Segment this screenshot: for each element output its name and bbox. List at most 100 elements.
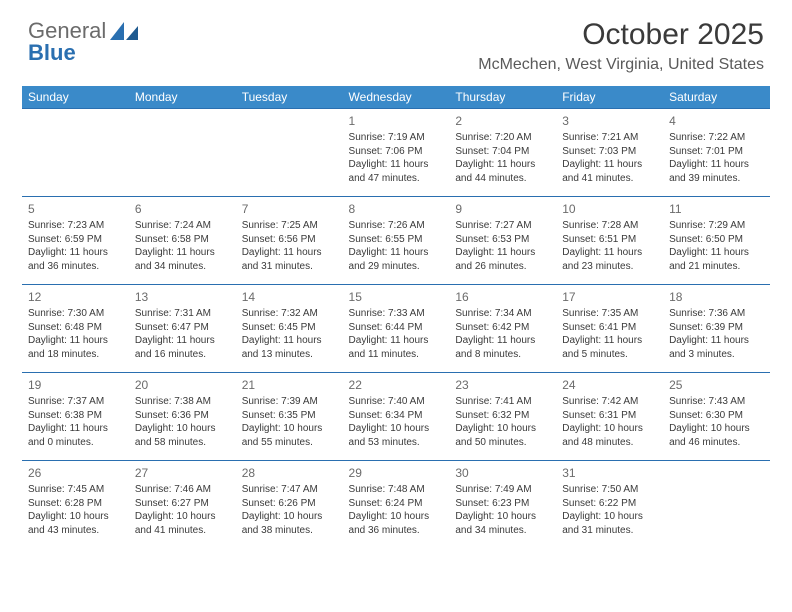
day-number: 22 <box>349 377 444 393</box>
sunset-text: Sunset: 6:34 PM <box>349 409 444 423</box>
calendar-cell: 16Sunrise: 7:34 AMSunset: 6:42 PMDayligh… <box>449 285 556 373</box>
sunset-text: Sunset: 6:55 PM <box>349 233 444 247</box>
day1-text: Daylight: 11 hours <box>349 246 444 260</box>
sunrise-text: Sunrise: 7:22 AM <box>669 131 764 145</box>
day1-text: Daylight: 11 hours <box>242 246 337 260</box>
calendar-cell: 11Sunrise: 7:29 AMSunset: 6:50 PMDayligh… <box>663 197 770 285</box>
day2-text: and 36 minutes. <box>28 260 123 274</box>
sunset-text: Sunset: 6:50 PM <box>669 233 764 247</box>
day1-text: Daylight: 11 hours <box>28 422 123 436</box>
day-header: Sunday <box>22 86 129 109</box>
calendar-cell: 2Sunrise: 7:20 AMSunset: 7:04 PMDaylight… <box>449 109 556 197</box>
calendar-cell <box>22 109 129 197</box>
calendar-cell <box>129 109 236 197</box>
sunset-text: Sunset: 6:45 PM <box>242 321 337 335</box>
day1-text: Daylight: 10 hours <box>242 510 337 524</box>
brand-word2: Blue <box>28 40 76 66</box>
day-number: 12 <box>28 289 123 305</box>
sunrise-text: Sunrise: 7:33 AM <box>349 307 444 321</box>
calendar-cell: 23Sunrise: 7:41 AMSunset: 6:32 PMDayligh… <box>449 373 556 461</box>
day1-text: Daylight: 11 hours <box>455 158 550 172</box>
day1-text: Daylight: 10 hours <box>455 422 550 436</box>
calendar-cell: 5Sunrise: 7:23 AMSunset: 6:59 PMDaylight… <box>22 197 129 285</box>
day-number: 2 <box>455 113 550 129</box>
sunset-text: Sunset: 6:36 PM <box>135 409 230 423</box>
day2-text: and 11 minutes. <box>349 348 444 362</box>
day-number: 5 <box>28 201 123 217</box>
day-number: 31 <box>562 465 657 481</box>
day2-text: and 46 minutes. <box>669 436 764 450</box>
day2-text: and 21 minutes. <box>669 260 764 274</box>
day1-text: Daylight: 10 hours <box>562 422 657 436</box>
calendar-cell: 21Sunrise: 7:39 AMSunset: 6:35 PMDayligh… <box>236 373 343 461</box>
day2-text: and 53 minutes. <box>349 436 444 450</box>
calendar-cell: 8Sunrise: 7:26 AMSunset: 6:55 PMDaylight… <box>343 197 450 285</box>
sunset-text: Sunset: 6:47 PM <box>135 321 230 335</box>
calendar-cell: 3Sunrise: 7:21 AMSunset: 7:03 PMDaylight… <box>556 109 663 197</box>
sunset-text: Sunset: 6:48 PM <box>28 321 123 335</box>
day-header: Wednesday <box>343 86 450 109</box>
day1-text: Daylight: 11 hours <box>28 334 123 348</box>
day-number: 4 <box>669 113 764 129</box>
day1-text: Daylight: 10 hours <box>349 510 444 524</box>
sunrise-text: Sunrise: 7:43 AM <box>669 395 764 409</box>
day2-text: and 41 minutes. <box>562 172 657 186</box>
day-number: 9 <box>455 201 550 217</box>
day2-text: and 0 minutes. <box>28 436 123 450</box>
calendar-week-row: 5Sunrise: 7:23 AMSunset: 6:59 PMDaylight… <box>22 197 770 285</box>
calendar-cell: 12Sunrise: 7:30 AMSunset: 6:48 PMDayligh… <box>22 285 129 373</box>
sunrise-text: Sunrise: 7:34 AM <box>455 307 550 321</box>
day2-text: and 39 minutes. <box>669 172 764 186</box>
calendar-cell: 10Sunrise: 7:28 AMSunset: 6:51 PMDayligh… <box>556 197 663 285</box>
day1-text: Daylight: 11 hours <box>562 158 657 172</box>
day2-text: and 16 minutes. <box>135 348 230 362</box>
page-header: October 2025 McMechen, West Virginia, Un… <box>478 18 764 74</box>
sunset-text: Sunset: 6:38 PM <box>28 409 123 423</box>
day-number: 15 <box>349 289 444 305</box>
day2-text: and 34 minutes. <box>455 524 550 538</box>
sunset-text: Sunset: 6:28 PM <box>28 497 123 511</box>
day2-text: and 47 minutes. <box>349 172 444 186</box>
sunset-text: Sunset: 6:24 PM <box>349 497 444 511</box>
day1-text: Daylight: 10 hours <box>562 510 657 524</box>
day-number: 21 <box>242 377 337 393</box>
day1-text: Daylight: 10 hours <box>135 510 230 524</box>
day-header-row: Sunday Monday Tuesday Wednesday Thursday… <box>22 86 770 109</box>
sunset-text: Sunset: 6:51 PM <box>562 233 657 247</box>
day2-text: and 26 minutes. <box>455 260 550 274</box>
calendar-cell: 26Sunrise: 7:45 AMSunset: 6:28 PMDayligh… <box>22 461 129 549</box>
day1-text: Daylight: 11 hours <box>28 246 123 260</box>
day1-text: Daylight: 11 hours <box>135 334 230 348</box>
sunset-text: Sunset: 6:58 PM <box>135 233 230 247</box>
calendar-cell: 31Sunrise: 7:50 AMSunset: 6:22 PMDayligh… <box>556 461 663 549</box>
sunrise-text: Sunrise: 7:49 AM <box>455 483 550 497</box>
sunset-text: Sunset: 6:41 PM <box>562 321 657 335</box>
sunrise-text: Sunrise: 7:25 AM <box>242 219 337 233</box>
day-number: 14 <box>242 289 337 305</box>
sunrise-text: Sunrise: 7:31 AM <box>135 307 230 321</box>
sunrise-text: Sunrise: 7:36 AM <box>669 307 764 321</box>
sunrise-text: Sunrise: 7:20 AM <box>455 131 550 145</box>
sunrise-text: Sunrise: 7:38 AM <box>135 395 230 409</box>
calendar-cell: 18Sunrise: 7:36 AMSunset: 6:39 PMDayligh… <box>663 285 770 373</box>
day-number: 16 <box>455 289 550 305</box>
day1-text: Daylight: 10 hours <box>28 510 123 524</box>
day-number: 27 <box>135 465 230 481</box>
sunrise-text: Sunrise: 7:28 AM <box>562 219 657 233</box>
calendar-week-row: 19Sunrise: 7:37 AMSunset: 6:38 PMDayligh… <box>22 373 770 461</box>
day-header: Saturday <box>663 86 770 109</box>
sunrise-text: Sunrise: 7:46 AM <box>135 483 230 497</box>
day2-text: and 41 minutes. <box>135 524 230 538</box>
day2-text: and 44 minutes. <box>455 172 550 186</box>
calendar-week-row: 26Sunrise: 7:45 AMSunset: 6:28 PMDayligh… <box>22 461 770 549</box>
day1-text: Daylight: 11 hours <box>349 158 444 172</box>
location-subtitle: McMechen, West Virginia, United States <box>478 56 764 74</box>
day-number: 24 <box>562 377 657 393</box>
day-number: 19 <box>28 377 123 393</box>
day1-text: Daylight: 10 hours <box>455 510 550 524</box>
day2-text: and 55 minutes. <box>242 436 337 450</box>
calendar-cell: 27Sunrise: 7:46 AMSunset: 6:27 PMDayligh… <box>129 461 236 549</box>
day-number: 30 <box>455 465 550 481</box>
sunrise-text: Sunrise: 7:37 AM <box>28 395 123 409</box>
sunrise-text: Sunrise: 7:48 AM <box>349 483 444 497</box>
